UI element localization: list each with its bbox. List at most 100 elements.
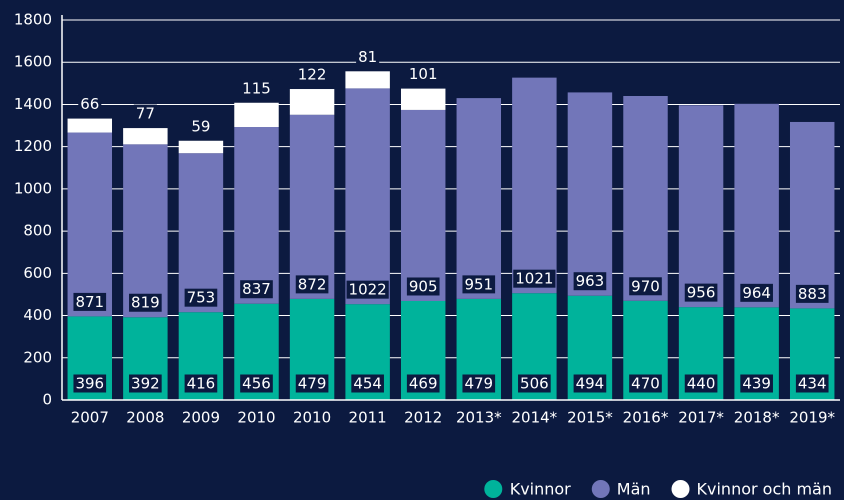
bar-segment — [289, 89, 335, 115]
bar-segment — [123, 144, 168, 318]
bar-segment — [67, 118, 113, 133]
x-tick-label: 2011 — [349, 409, 387, 427]
data-label: 872 — [298, 275, 327, 293]
bar-segment — [67, 132, 113, 317]
data-label: 470 — [631, 375, 660, 393]
bar-segment — [623, 96, 668, 301]
data-label: 970 — [631, 277, 660, 295]
label-bg — [740, 374, 773, 393]
label-bg — [78, 95, 102, 114]
label-bg — [133, 104, 157, 123]
label-bg — [684, 283, 718, 302]
label-bg — [513, 269, 556, 288]
data-label: 77 — [136, 105, 155, 123]
bar-segment — [234, 127, 279, 304]
label-bg — [129, 374, 162, 393]
x-tick-label: 2017* — [678, 409, 724, 427]
data-label: 479 — [464, 375, 493, 393]
y-tick-label: 1600 — [14, 53, 52, 71]
x-tick-label: 2009 — [182, 409, 220, 427]
label-bg — [346, 280, 389, 299]
data-label: 951 — [464, 275, 493, 293]
data-label: 416 — [187, 375, 216, 393]
y-tick-label: 1000 — [14, 179, 52, 197]
x-tick-label: 2014* — [512, 409, 558, 427]
label-bg — [795, 284, 829, 303]
label-bg — [795, 374, 829, 393]
label-bg — [351, 374, 384, 393]
label-bg — [129, 293, 162, 312]
bar-segment — [456, 98, 502, 299]
bar-segment — [400, 88, 446, 110]
bar-segment — [345, 88, 390, 305]
y-tick-label: 400 — [23, 306, 52, 324]
data-label: 66 — [80, 95, 99, 113]
x-tick-label: 2010 — [293, 409, 331, 427]
data-label: 883 — [798, 285, 827, 303]
label-bg — [518, 374, 551, 393]
label-bg — [189, 117, 213, 136]
label-bg — [573, 374, 607, 393]
label-bg — [406, 65, 440, 84]
legend-swatch — [484, 480, 503, 498]
legend-swatch — [591, 480, 610, 498]
bar-segment — [789, 121, 835, 309]
label-bg — [240, 374, 273, 393]
bar-segment — [123, 128, 168, 145]
label-bg — [462, 374, 496, 393]
x-tick-label: 2015* — [567, 409, 613, 427]
legend-label: Män — [617, 480, 651, 499]
data-label: 434 — [798, 375, 827, 393]
data-label: 469 — [409, 375, 438, 393]
data-label: 479 — [298, 375, 327, 393]
data-label: 122 — [298, 66, 327, 84]
label-bg — [629, 277, 662, 296]
label-bg — [240, 280, 273, 299]
label-bg — [740, 283, 773, 302]
data-label: 963 — [576, 272, 605, 290]
x-tick-label: 2013* — [456, 409, 502, 427]
data-label: 964 — [742, 284, 771, 302]
label-bg — [629, 374, 662, 393]
x-tick-label: 2008 — [126, 409, 164, 427]
data-label: 871 — [75, 293, 104, 311]
x-tick-label: 2018* — [734, 409, 780, 427]
data-label: 956 — [687, 284, 716, 302]
y-tick-label: 600 — [23, 264, 52, 282]
label-bg — [356, 47, 380, 66]
y-tick-label: 200 — [23, 348, 52, 366]
y-tick-label: 1200 — [14, 137, 52, 155]
bar-segment — [400, 109, 446, 301]
legend-label: Kvinnor — [510, 480, 571, 499]
label-bg — [73, 292, 107, 311]
bar-segment — [345, 71, 390, 89]
bar-segment — [512, 77, 557, 294]
label-bg — [184, 374, 218, 393]
data-label: 1022 — [349, 281, 387, 299]
data-label: 837 — [242, 280, 271, 298]
label-bg — [295, 275, 329, 294]
x-tick-label: 2010 — [237, 409, 275, 427]
x-tick-label: 2007 — [71, 409, 109, 427]
label-bg — [295, 374, 329, 393]
x-tick-label: 2012 — [404, 409, 442, 427]
label-bg — [684, 374, 718, 393]
bar-segment — [178, 153, 224, 313]
data-label: 753 — [187, 289, 216, 307]
label-bg — [406, 374, 440, 393]
label-bg — [573, 272, 607, 291]
data-label: 454 — [353, 375, 382, 393]
data-label: 59 — [191, 117, 210, 135]
y-tick-label: 1400 — [14, 95, 52, 113]
legend-label: Kvinnor och män — [697, 480, 832, 499]
label-bg — [462, 275, 496, 294]
y-tick-label: 0 — [42, 391, 52, 409]
bar-segment — [734, 103, 779, 308]
y-tick-label: 1800 — [14, 11, 52, 29]
data-label: 392 — [131, 375, 160, 393]
data-label: 115 — [242, 79, 271, 97]
label-bg — [184, 288, 218, 307]
data-label: 819 — [131, 294, 160, 312]
data-label: 101 — [409, 65, 438, 83]
